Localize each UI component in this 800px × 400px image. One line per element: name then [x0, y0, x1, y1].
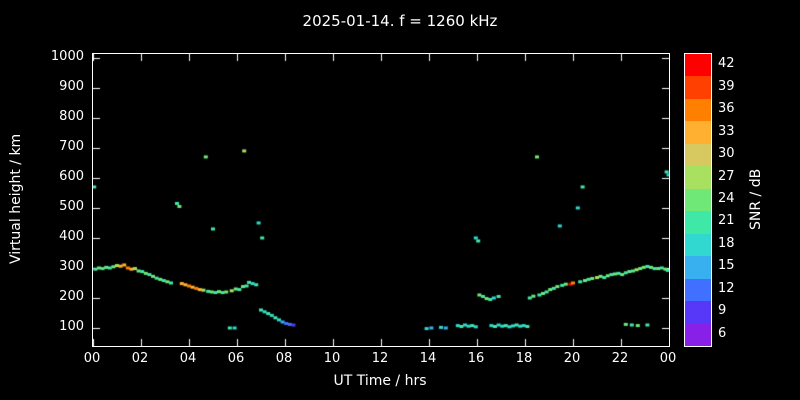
x-tick-label: 20 [563, 351, 581, 366]
y-tick-label: 200 [59, 288, 84, 304]
x-tick-label: 22 [611, 351, 629, 366]
colorbar-tick-label: 21 [718, 213, 735, 229]
x-tick-label: 10 [323, 351, 341, 366]
colorbar-segment [685, 76, 711, 99]
colorbar-tick-label: 30 [718, 146, 735, 162]
y-axis-label: Virtual height / km [8, 133, 24, 265]
x-tick-label: 00 [83, 351, 101, 366]
y-tick-label: 800 [59, 108, 84, 124]
y-tick-label: 300 [59, 258, 84, 274]
x-tick-label: 12 [371, 351, 389, 366]
colorbar-tick-label: 12 [718, 280, 735, 296]
colorbar-tick-label: 9 [718, 303, 727, 319]
x-axis-label: UT Time / hrs [333, 373, 427, 389]
x-tick-label: 16 [467, 351, 485, 366]
colorbar-tick-label: 24 [718, 191, 735, 206]
y-tick-label: 900 [59, 78, 84, 94]
colorbar-segment [685, 143, 711, 167]
colorbar-segment [685, 54, 711, 77]
y-tick-label: 600 [59, 168, 84, 184]
colorbar-tick-label: 27 [718, 168, 735, 184]
x-tick-label: 02 [131, 351, 149, 366]
colorbar-tick-label: 39 [718, 78, 735, 94]
colorbar-tick-label: 6 [718, 325, 727, 341]
colorbar-segment [685, 121, 711, 144]
colorbar-segment [685, 301, 711, 324]
colorbar-tick-label: 33 [718, 123, 735, 139]
y-tick-label: 400 [59, 228, 84, 244]
chart-title: 2025-01-14. f = 1260 kHz [302, 12, 498, 30]
y-tick-label: 700 [59, 138, 84, 154]
colorbar-segment [685, 323, 711, 347]
x-tick-label: 18 [515, 351, 533, 366]
colorbar-segment [685, 98, 711, 122]
colorbar-tick-label: 36 [718, 101, 735, 117]
x-tick-label: 08 [275, 351, 293, 366]
y-tick-label: 1000 [50, 48, 84, 64]
y-tick-label: 500 [59, 198, 84, 214]
colorbar-segment [685, 278, 711, 302]
colorbar-segment [685, 256, 711, 279]
colorbar-segment [685, 233, 711, 257]
colorbar-segment [685, 211, 711, 234]
colorbar-tick-label: 15 [718, 258, 735, 274]
colorbar [684, 53, 712, 347]
colorbar-segment [685, 188, 711, 212]
colorbar-segment [685, 166, 711, 189]
colorbar-tick-label: 18 [718, 235, 735, 251]
colorbar-label: SNR / dB [748, 168, 764, 230]
y-tick-label: 100 [59, 318, 84, 334]
x-tick-label: 06 [227, 351, 245, 366]
scatter-canvas [93, 54, 669, 346]
x-tick-label: 00 [659, 351, 677, 366]
plot-area [92, 53, 670, 347]
x-tick-label: 04 [179, 351, 197, 366]
colorbar-tick-label: 42 [718, 56, 735, 72]
x-tick-label: 14 [419, 351, 437, 366]
